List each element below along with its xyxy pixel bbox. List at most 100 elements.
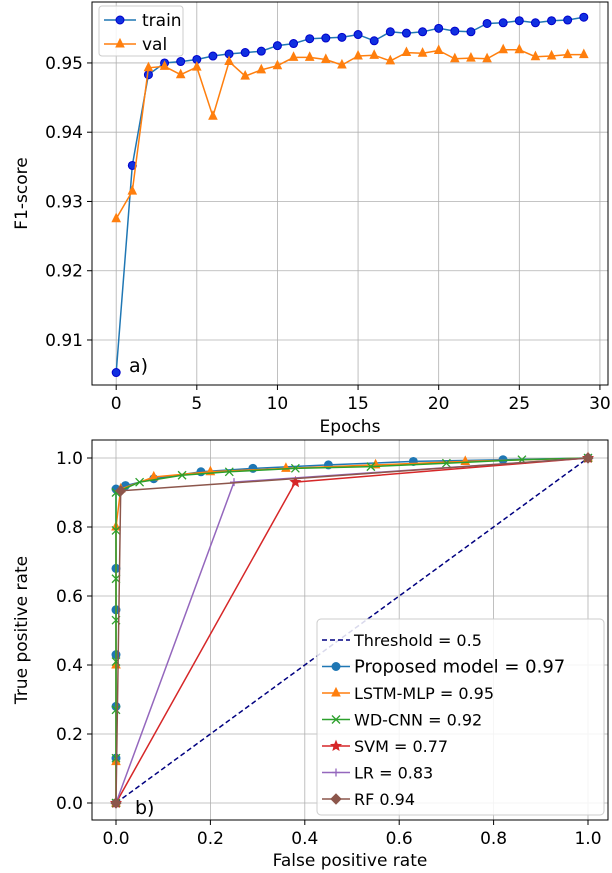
data-point-RF 0.94 xyxy=(115,485,127,497)
data-point-val xyxy=(175,68,186,79)
y-tick-label: 0.6 xyxy=(56,587,83,607)
data-point-train xyxy=(482,18,492,28)
legend-label: WD-CNN = 0.92 xyxy=(354,711,482,730)
legend-label-val: val xyxy=(142,35,167,55)
data-point-train xyxy=(176,57,186,67)
data-point-val xyxy=(337,58,347,69)
x-tick-label: 0.4 xyxy=(291,829,318,849)
x-tick-label: 0.0 xyxy=(102,829,129,849)
legend-label-train: train xyxy=(142,11,182,31)
data-point-val xyxy=(433,44,444,54)
data-point-val xyxy=(546,49,557,60)
x-axis-label: False positive rate xyxy=(273,851,428,871)
y-tick-label: 0.91 xyxy=(45,331,83,351)
x-tick-label: 0.8 xyxy=(480,829,507,849)
x-tick-label: 20 xyxy=(428,394,450,414)
data-point-train xyxy=(272,41,282,51)
data-point-train xyxy=(337,32,347,42)
y-tick-label: 0.2 xyxy=(56,725,83,745)
data-point-train xyxy=(353,30,363,40)
legend-label: Threshold = 0.5 xyxy=(353,631,482,650)
data-point-val xyxy=(192,60,202,71)
data-point-train xyxy=(498,18,508,28)
data-point-train xyxy=(530,18,540,28)
legend-marker xyxy=(331,662,341,671)
legend-box xyxy=(316,618,605,816)
y-axis-label: True positive rate xyxy=(12,556,32,705)
plot-frame xyxy=(91,439,609,821)
x-tick-label: 15 xyxy=(347,394,369,414)
legend-label: LSTM-MLP = 0.95 xyxy=(354,684,494,703)
x-tick-label: 1.0 xyxy=(574,829,601,849)
legend-label: SVM = 0.77 xyxy=(354,737,448,756)
data-point-val xyxy=(111,212,121,223)
x-tick-label: 0 xyxy=(111,394,122,414)
chart-b: 0.0 0.2 0.4 0.6 0.8 1.0 0.0 0.2 0.4 0.6 0.8 1.0 Fals… xyxy=(12,439,609,871)
legend-a: train val xyxy=(98,5,184,57)
data-point-train xyxy=(547,16,557,26)
legend-label: RF 0.94 xyxy=(354,790,415,809)
data-point-train xyxy=(466,27,476,37)
data-point-train xyxy=(450,26,460,36)
data-point-val xyxy=(240,69,250,80)
y-tick-label: 0.4 xyxy=(56,656,83,676)
data-point-val xyxy=(417,47,428,57)
y-tick-label: 0.93 xyxy=(45,192,83,212)
x-tick-label: 10 xyxy=(267,394,289,414)
legend-marker xyxy=(331,715,341,724)
legend-marker xyxy=(329,739,343,752)
data-point-WD-CNN = 0.92 xyxy=(441,458,451,468)
data-point-WD-CNN = 0.92 xyxy=(224,467,234,477)
y-tick-label: 0.8 xyxy=(56,518,83,538)
x-tick-label: 0.6 xyxy=(386,829,413,849)
data-point-val xyxy=(579,48,589,59)
x-tick-label: 25 xyxy=(508,394,530,414)
legend-label: LR = 0.83 xyxy=(354,764,433,783)
data-point-val xyxy=(369,49,379,59)
panel-label-b: b) xyxy=(135,797,154,819)
data-point-WD-CNN = 0.92 xyxy=(111,705,121,715)
data-point-RF 0.94 xyxy=(582,452,594,464)
data-point-val xyxy=(127,184,138,195)
data-point-val xyxy=(159,60,170,70)
y-tick-label: 0.94 xyxy=(45,123,83,143)
data-point-val xyxy=(401,46,412,57)
legend-marker-train xyxy=(115,15,125,25)
data-point-val xyxy=(208,110,218,120)
chart-a: 0 5 10 15 20 25 30 0.91 0.92 0.93 0.94 0.95 Epochs F1… xyxy=(12,1,611,437)
data-point-train xyxy=(289,39,299,49)
data-point-train xyxy=(305,34,315,44)
data-point-val xyxy=(466,51,476,62)
data-point-train xyxy=(434,23,444,33)
data-point-RF 0.94 xyxy=(110,797,122,809)
data-point-train xyxy=(401,28,411,38)
data-point-val xyxy=(562,48,573,59)
data-point-train xyxy=(579,12,589,22)
y-axis-label: F1-score xyxy=(12,157,32,229)
data-point-train xyxy=(514,16,524,26)
data-point-val xyxy=(450,52,460,63)
data-point-train xyxy=(321,33,331,43)
x-tick-label: 30 xyxy=(589,394,611,414)
data-point-WD-CNN = 0.92 xyxy=(111,525,121,535)
legend-label: Proposed model = 0.97 xyxy=(354,657,565,678)
data-point-val xyxy=(353,49,363,60)
data-point-val xyxy=(272,59,283,70)
data-point-val xyxy=(288,51,299,61)
legend-marker-val xyxy=(115,37,125,48)
data-point-train xyxy=(256,46,266,56)
roc-curve-WD-CNN = 0.92 xyxy=(115,457,589,803)
data-point-train xyxy=(369,36,379,46)
y-tick-label: 1.0 xyxy=(56,449,83,469)
data-point-train xyxy=(240,48,250,58)
data-point-train xyxy=(385,27,395,37)
data-point-val xyxy=(514,43,525,54)
data-point-val xyxy=(304,51,315,61)
y-tick-label: 0.95 xyxy=(45,54,83,74)
data-point-WD-CNN = 0.92 xyxy=(177,470,187,480)
panel-label-a: a) xyxy=(129,355,148,377)
series-line-train xyxy=(115,16,584,373)
legend-marker xyxy=(332,768,340,777)
data-point-WD-CNN = 0.92 xyxy=(366,462,376,472)
